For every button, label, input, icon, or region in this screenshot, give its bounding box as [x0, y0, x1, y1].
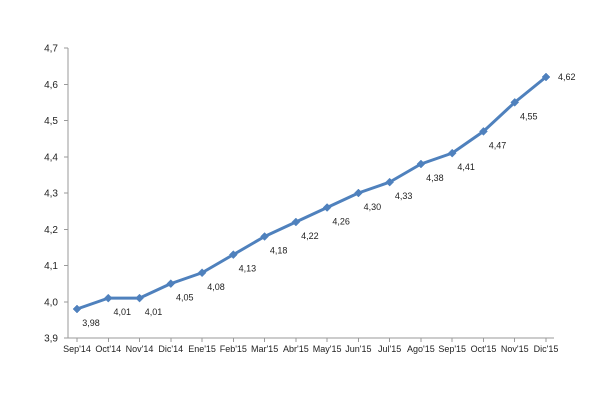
x-tick-label: Feb'15	[220, 344, 247, 354]
data-point-marker	[228, 250, 238, 259]
y-tick-label: 4,6	[44, 80, 58, 91]
x-axis: Sep'14 Oct'14 Nov'14 Dic'14 Ene'15 Feb'15 Mar'…	[63, 337, 559, 354]
series-line	[75, 75, 548, 311]
data-point-marker	[510, 98, 520, 107]
y-tick-label: 4,0	[44, 297, 58, 308]
y-tick-label: 4,4	[44, 152, 58, 163]
y-axis: 3,9 4,0 4,1 4,2 4,3 4,4 4,5 4,6 4,7	[44, 44, 69, 345]
data-label: 3,98	[82, 318, 100, 328]
data-point-marker	[354, 188, 363, 198]
x-tick-label: Mar'15	[251, 344, 278, 354]
data-label: 4,33	[395, 191, 413, 201]
data-point-marker	[197, 268, 207, 278]
data-label: 4,01	[145, 307, 163, 317]
data-point-marker	[541, 72, 551, 82]
x-tick-label: Ago'15	[407, 344, 435, 354]
data-label: 4,26	[332, 217, 350, 227]
y-tick-label: 3,9	[44, 334, 58, 345]
data-label: 4,18	[270, 246, 288, 256]
data-label: 4,47	[489, 140, 507, 150]
data-label: 4,22	[301, 231, 319, 241]
data-point-marker	[322, 203, 332, 212]
x-tick-label: Ene'15	[188, 344, 216, 354]
x-tick-label: Jul'15	[378, 344, 401, 354]
y-tick-label: 4,7	[44, 44, 58, 55]
x-tick-label: Oct'14	[95, 344, 121, 354]
x-tick-label: May'15	[313, 344, 342, 354]
data-label: 4,13	[239, 264, 257, 274]
x-tick-label: Sep'15	[438, 344, 466, 354]
data-label: 4,41	[457, 162, 475, 172]
data-point-marker	[166, 279, 176, 288]
data-point-marker	[260, 232, 269, 241]
y-tick-label: 4,2	[44, 225, 58, 236]
x-tick-label: Nov'14	[126, 344, 154, 354]
data-point-marker	[416, 159, 426, 169]
data-point-marker	[447, 148, 457, 158]
y-tick-label: 4,3	[44, 189, 58, 200]
x-tick-label: Dic'15	[534, 344, 559, 354]
y-tick-label: 4,1	[44, 261, 58, 272]
data-label: 4,38	[426, 173, 444, 183]
data-label: 4,01	[114, 307, 132, 317]
data-label: 4,05	[176, 293, 194, 303]
x-tick-label: Abr'15	[283, 344, 309, 354]
data-label: 4,30	[364, 202, 382, 212]
data-label: 4,62	[558, 72, 576, 82]
x-tick-label: Nov'15	[501, 344, 529, 354]
data-point-marker	[291, 217, 301, 227]
x-tick-label: Oct'15	[471, 344, 497, 354]
series-group	[72, 72, 551, 314]
data-point-marker	[103, 293, 113, 303]
x-tick-label: Jun'15	[345, 344, 371, 354]
y-tick-label: 4,5	[44, 116, 58, 127]
data-point-marker	[385, 177, 395, 187]
data-point-marker	[479, 127, 488, 136]
data-label: 4,08	[207, 282, 225, 292]
data-labels: 3,98 4,01 4,01 4,05 4,08 4,13 4,18 4,22 4,26 4,30…	[82, 72, 575, 328]
x-tick-label: Dic'14	[158, 344, 183, 354]
data-point-marker	[72, 304, 82, 314]
data-point-marker	[135, 293, 144, 303]
data-label: 4,55	[520, 111, 538, 121]
x-tick-label: Sep'14	[63, 344, 91, 354]
